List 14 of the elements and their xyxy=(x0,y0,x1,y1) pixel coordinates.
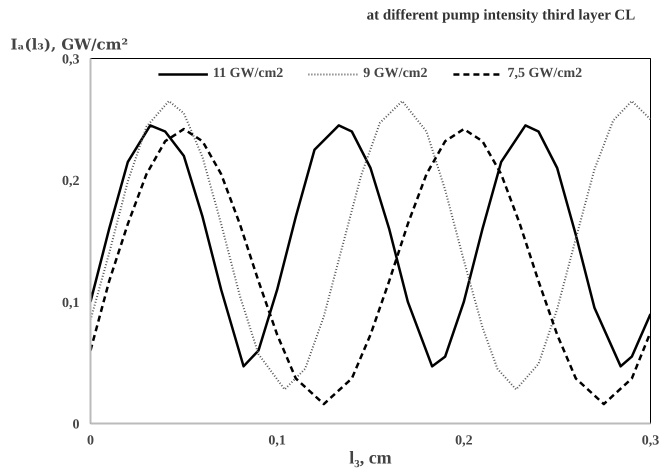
y-tick-label: 0 xyxy=(72,418,80,432)
legend-label: 11 GW/cm2 xyxy=(212,66,284,82)
legend-label: 9 GW/cm2 xyxy=(363,66,428,82)
y-axis-title: Iₐ(l₃), GW/cm² xyxy=(10,36,128,54)
chart-title: at different pump intensity third layer CL xyxy=(366,8,636,24)
x-tick-label: 0 xyxy=(87,434,94,448)
x-tick-label: 0,3 xyxy=(642,434,660,448)
x-axis-title: l₃, cm xyxy=(349,448,392,468)
y-tick-label: 0,3 xyxy=(62,52,80,68)
y-tick-label: 0,2 xyxy=(62,174,80,190)
legend-label: 7,5 GW/cm2 xyxy=(507,66,582,82)
y-tick-label: 0,1 xyxy=(62,296,80,311)
x-tick-label: 0,2 xyxy=(455,434,473,448)
x-tick-label: 0,1 xyxy=(268,434,286,448)
